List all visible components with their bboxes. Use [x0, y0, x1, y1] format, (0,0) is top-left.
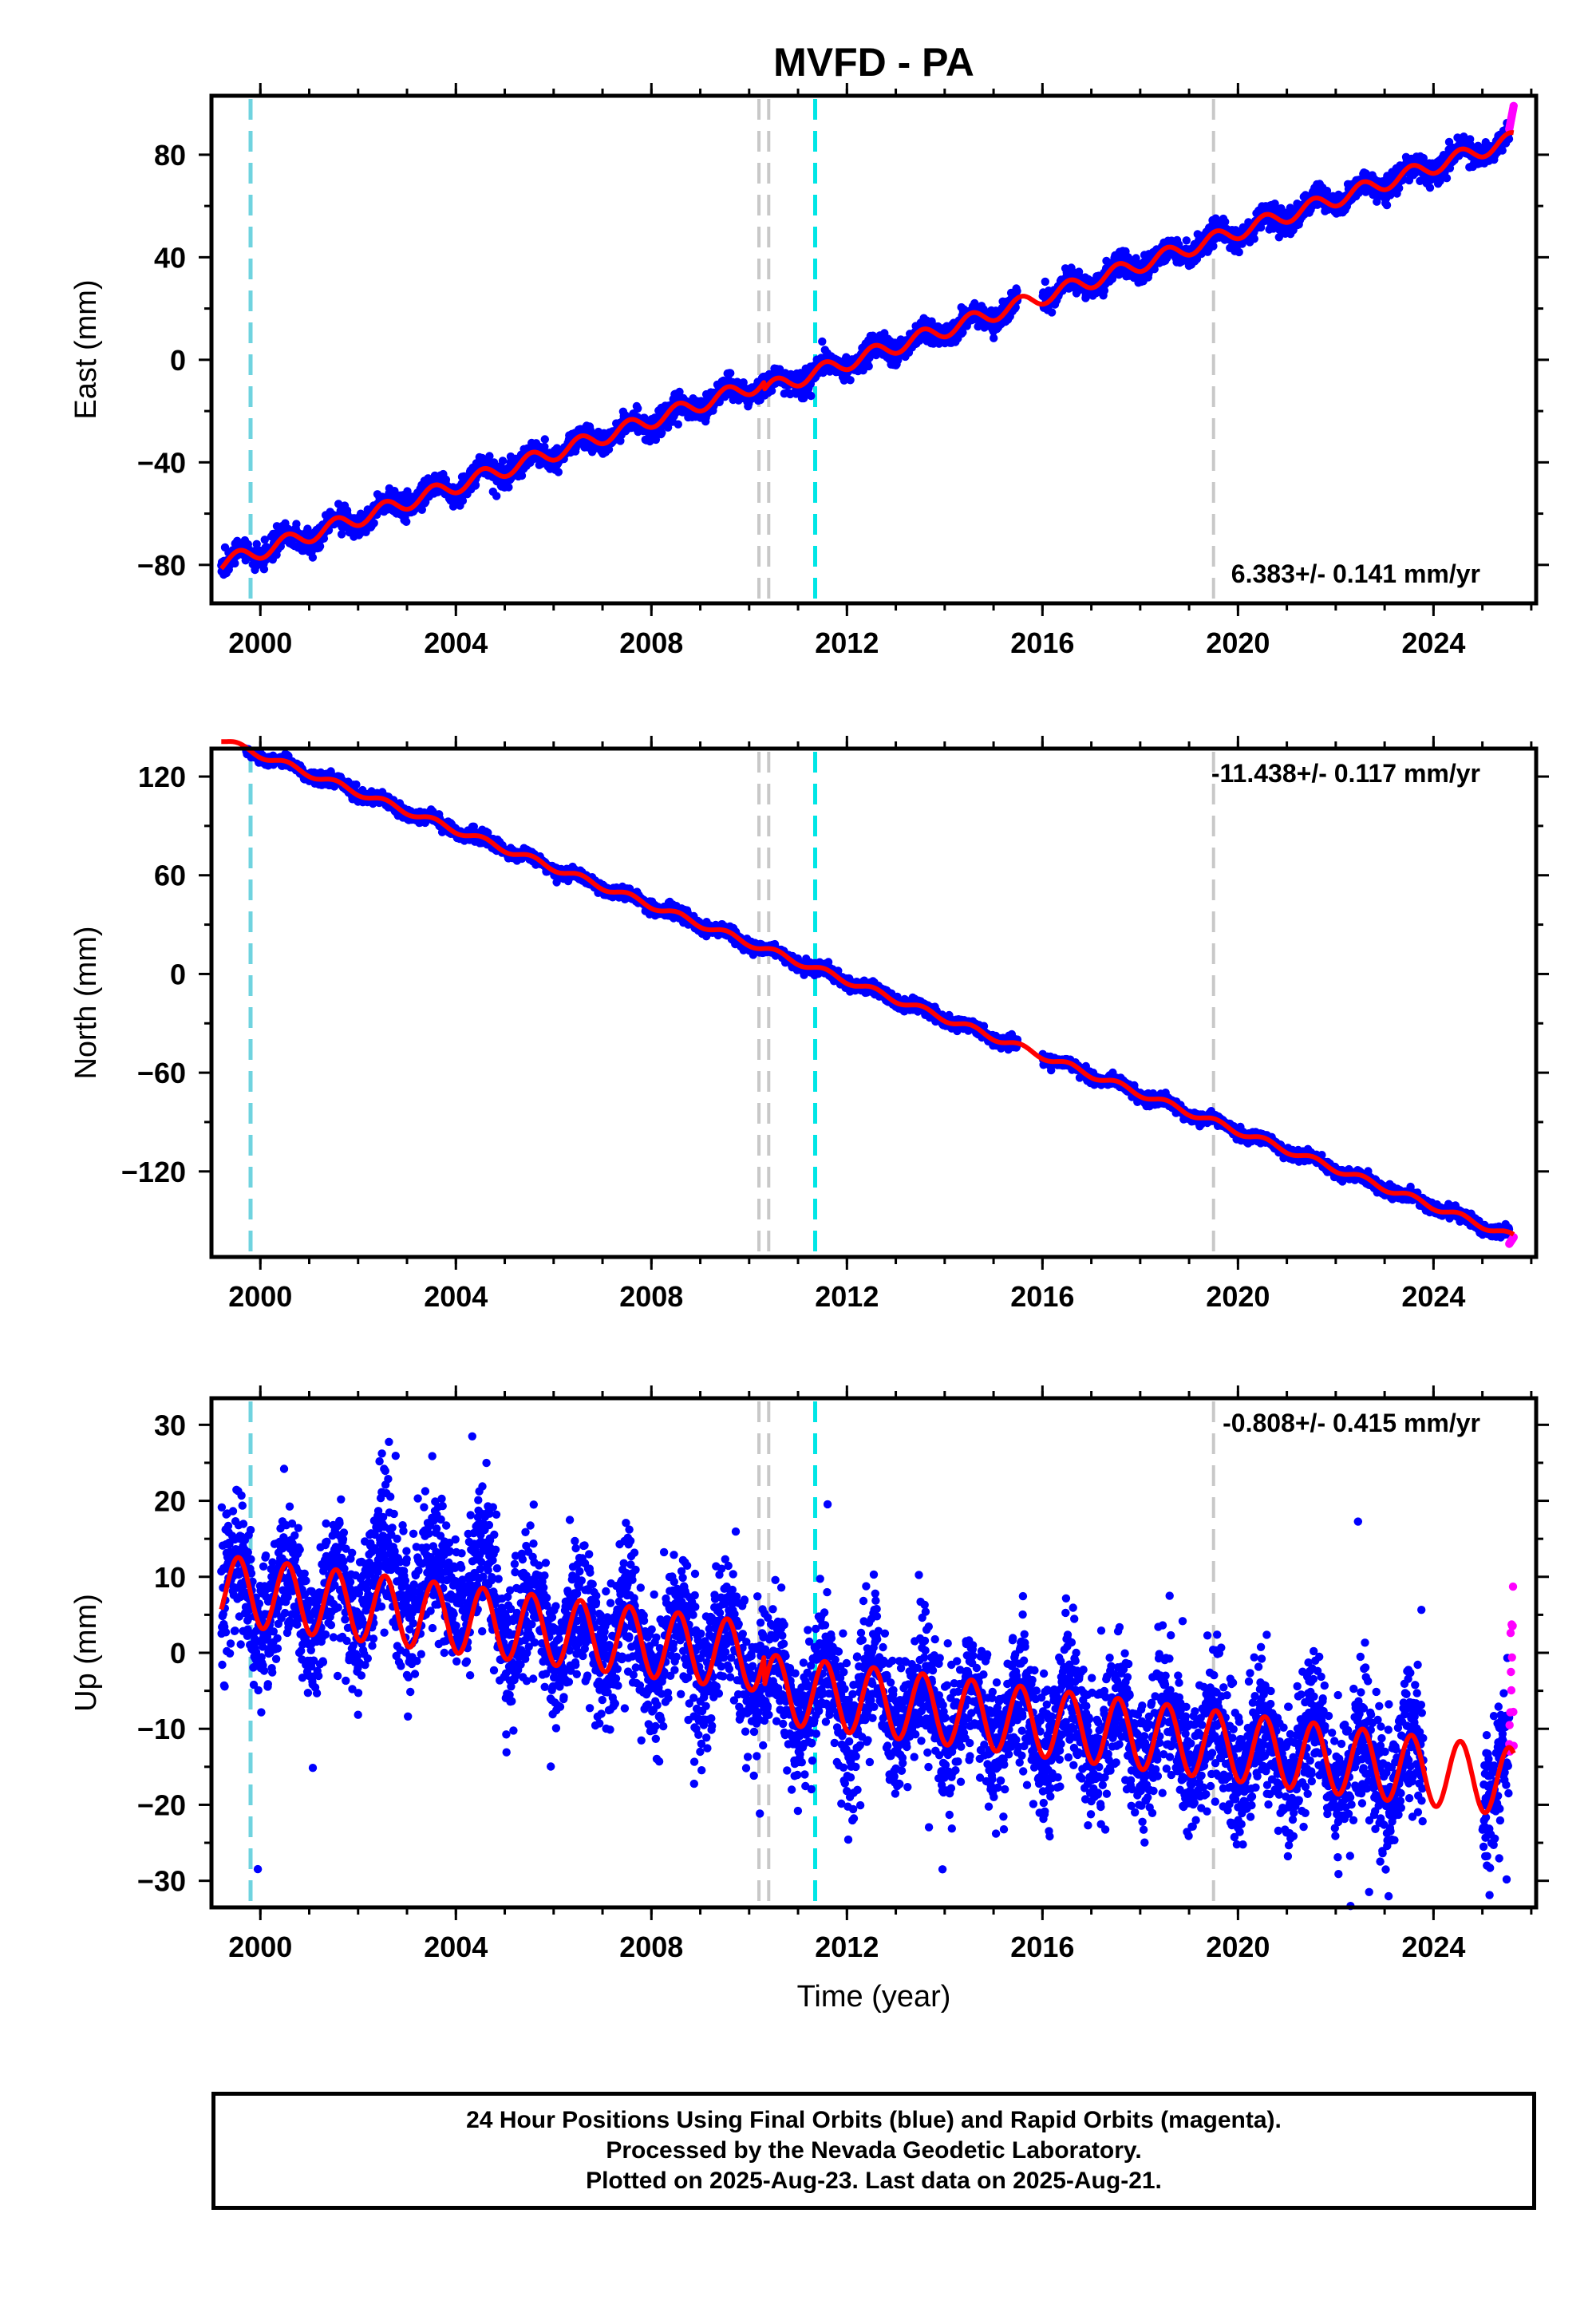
data-point: [402, 517, 411, 526]
data-point: [352, 780, 361, 789]
data-point: [498, 456, 508, 465]
data-point: [259, 565, 269, 574]
data-point: [1382, 200, 1392, 210]
data-point: [292, 520, 301, 528]
data-point: [334, 500, 343, 508]
data-point: [674, 420, 682, 429]
y-tick-label: 40: [154, 241, 186, 274]
data-point: [369, 519, 378, 528]
data-point: [846, 376, 855, 385]
data-point: [554, 468, 563, 476]
x-tick-label: 2012: [815, 626, 879, 659]
data-point: [1182, 236, 1191, 245]
data-point: [303, 524, 312, 533]
data-point: [485, 452, 494, 460]
y-tick-label: −80: [137, 549, 186, 582]
data-point: [864, 362, 873, 371]
data-point: [726, 369, 735, 377]
rapid-points-east: [1505, 101, 1519, 133]
figure-title: MVFD - PA: [773, 40, 974, 85]
y-tick-label: 80: [154, 139, 186, 172]
data-point: [417, 505, 426, 514]
data-point: [1047, 308, 1057, 317]
data-point: [403, 487, 412, 496]
data-point: [252, 539, 261, 548]
data-point: [458, 496, 468, 505]
data-point: [1498, 146, 1507, 155]
x-tick-label: 2000: [228, 626, 292, 659]
data-point: [517, 471, 527, 480]
model-fit-line-east: [219, 130, 1515, 571]
data-point: [471, 480, 480, 489]
data-point: [634, 404, 642, 413]
data-point: [315, 542, 325, 551]
data-point: [231, 559, 239, 568]
y-tick-label: −40: [137, 446, 186, 479]
rapid-point: [1509, 101, 1519, 110]
y-axis-label-east: East (mm): [69, 279, 103, 419]
x-tick-label: 2016: [1010, 626, 1074, 659]
data-point: [260, 536, 269, 544]
panel-north: 2000 2004 2008 2012 2016 2020 2024−120−6006012…: [69, 736, 1549, 1313]
x-tick-label: 2004: [424, 626, 488, 659]
data-point: [1041, 277, 1050, 287]
y-tick-label: 0: [170, 344, 186, 377]
data-point: [1250, 235, 1259, 243]
rate-label-east: 6.383+/- 0.141 mm/yr: [1231, 559, 1480, 588]
data-point: [818, 337, 827, 346]
x-tick-label: 2008: [619, 626, 683, 659]
data-point: [807, 391, 816, 401]
data-point: [492, 492, 501, 500]
data-point: [1235, 247, 1243, 257]
data-point: [1221, 217, 1230, 227]
data-point: [1425, 184, 1435, 192]
panel-east: 2000 2004 2008 2012 2016 2020 2024 −80 −40 0 40 80 E…: [69, 83, 1549, 659]
data-point: [390, 487, 399, 496]
data-point: [308, 553, 318, 562]
data-point: [504, 483, 513, 492]
data-point: [337, 530, 346, 539]
data-point: [540, 435, 549, 444]
x-tick-label: 2020: [1206, 626, 1270, 659]
x-tick-label: 2024: [1401, 626, 1465, 659]
data-point: [990, 334, 998, 342]
data-point: [1442, 174, 1452, 183]
